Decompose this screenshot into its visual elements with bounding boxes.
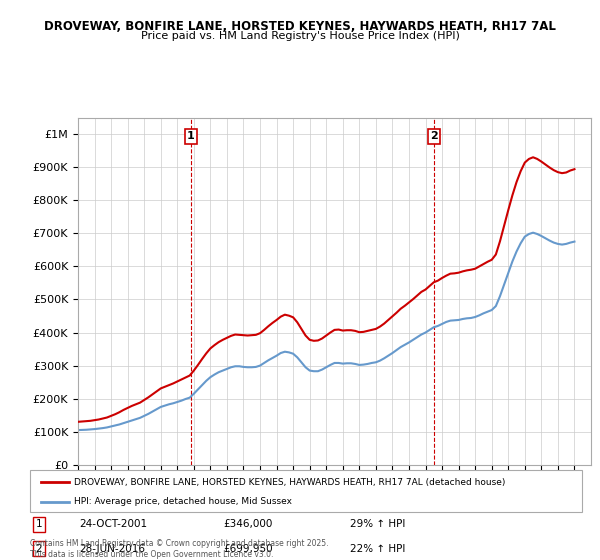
Text: 1: 1 — [187, 132, 195, 142]
Text: 22% ↑ HPI: 22% ↑ HPI — [350, 544, 406, 554]
Text: £699,950: £699,950 — [223, 544, 273, 554]
Text: DROVEWAY, BONFIRE LANE, HORSTED KEYNES, HAYWARDS HEATH, RH17 7AL (detached house: DROVEWAY, BONFIRE LANE, HORSTED KEYNES, … — [74, 478, 506, 487]
Text: £346,000: £346,000 — [223, 519, 272, 529]
Text: Contains HM Land Registry data © Crown copyright and database right 2025.
This d: Contains HM Land Registry data © Crown c… — [30, 539, 329, 559]
Text: 28-JUN-2016: 28-JUN-2016 — [80, 544, 146, 554]
FancyBboxPatch shape — [30, 470, 582, 512]
Text: DROVEWAY, BONFIRE LANE, HORSTED KEYNES, HAYWARDS HEATH, RH17 7AL: DROVEWAY, BONFIRE LANE, HORSTED KEYNES, … — [44, 20, 556, 32]
Text: 1: 1 — [35, 519, 42, 529]
Text: Price paid vs. HM Land Registry's House Price Index (HPI): Price paid vs. HM Land Registry's House … — [140, 31, 460, 41]
Text: 2: 2 — [35, 544, 42, 554]
Text: HPI: Average price, detached house, Mid Sussex: HPI: Average price, detached house, Mid … — [74, 497, 292, 506]
Text: 24-OCT-2001: 24-OCT-2001 — [80, 519, 148, 529]
Text: 29% ↑ HPI: 29% ↑ HPI — [350, 519, 406, 529]
Text: 2: 2 — [430, 132, 437, 142]
